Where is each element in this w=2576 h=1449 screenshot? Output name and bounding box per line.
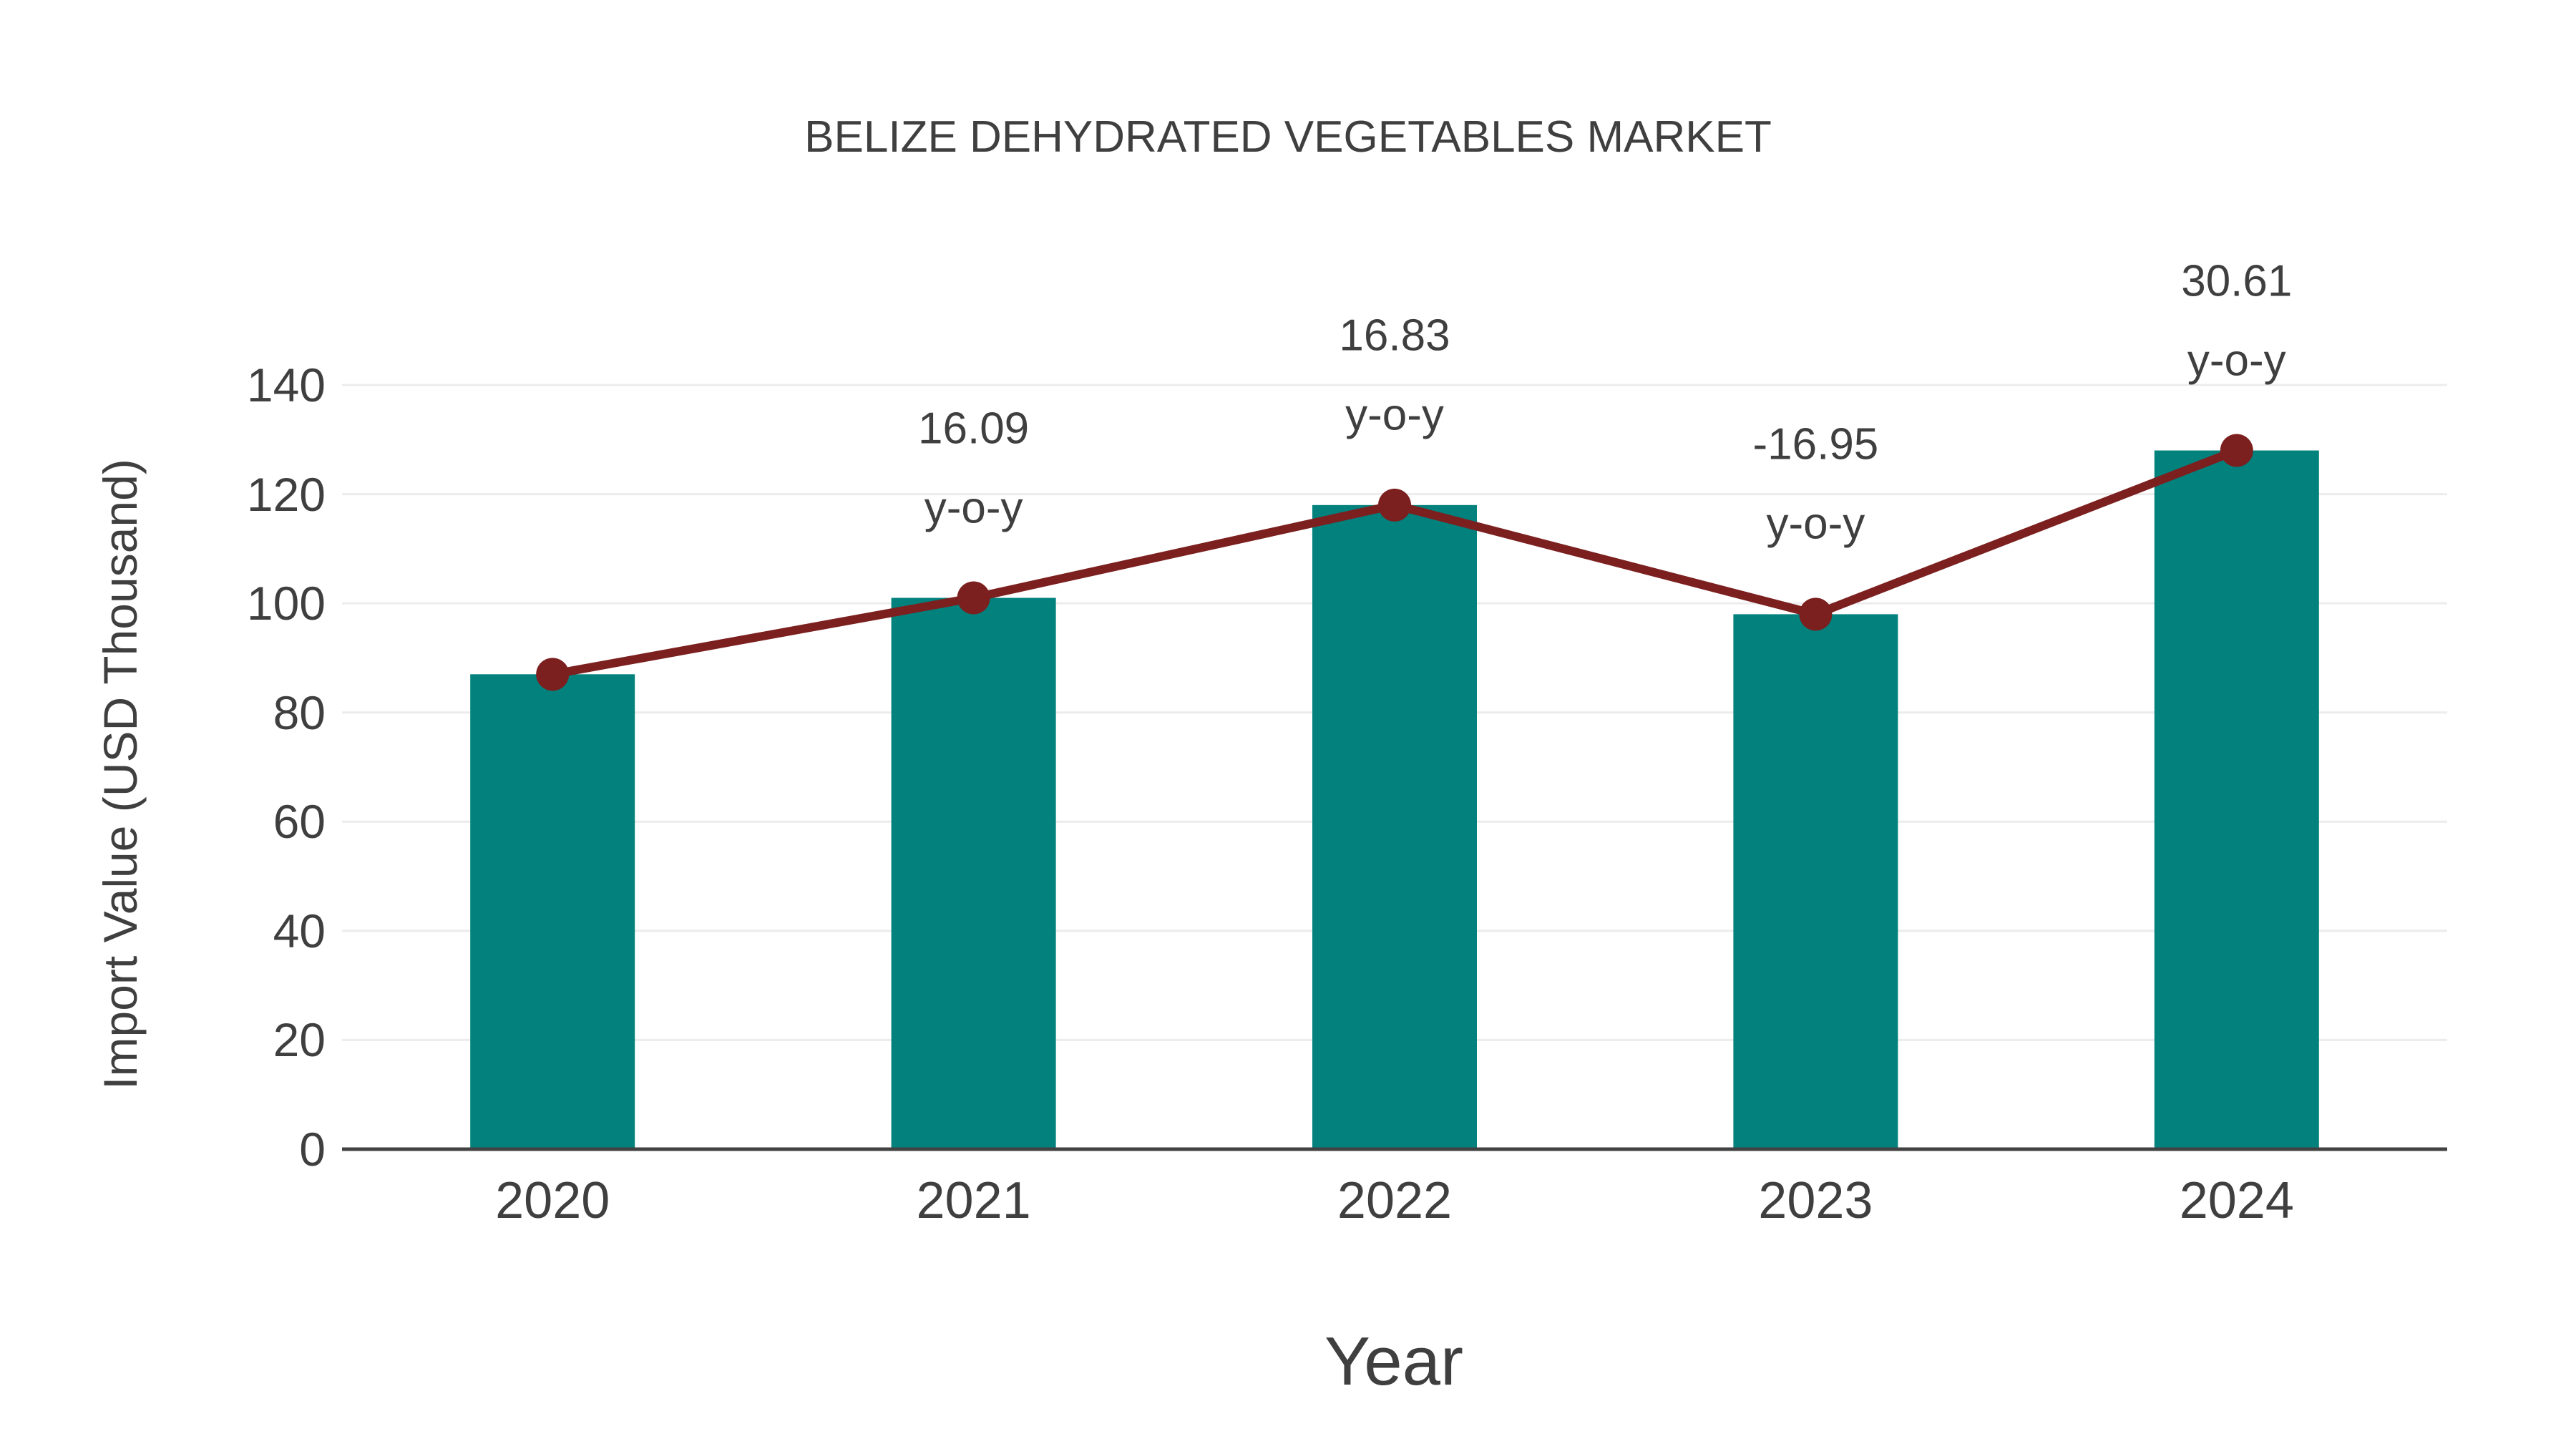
point-label-suffix-2021: y-o-y	[924, 483, 1023, 532]
y-tick-label-100: 100	[246, 577, 326, 630]
point-label-suffix-2023: y-o-y	[1766, 499, 1865, 549]
data-point-2021	[957, 581, 990, 615]
point-label-suffix-2024: y-o-y	[2187, 336, 2286, 386]
bar-2023	[1733, 614, 1898, 1149]
data-point-2024	[2220, 434, 2253, 467]
x-tick-label-2022: 2022	[1337, 1172, 1453, 1229]
x-axis-title: Year	[1324, 1323, 1463, 1400]
point-label-value-2021: 16.09	[918, 404, 1030, 453]
y-tick-label-120: 120	[246, 467, 326, 521]
bar-2022	[1312, 504, 1477, 1149]
x-tick-label-2021: 2021	[916, 1172, 1031, 1229]
x-tick-label-2024: 2024	[2179, 1172, 2294, 1229]
x-tick-label-2020: 2020	[495, 1172, 610, 1229]
chart-title: BELIZE DEHYDRATED VEGETABLES MARKET	[804, 112, 1772, 162]
bar-2024	[2154, 450, 2319, 1149]
x-tick-label-2023: 2023	[1758, 1172, 1873, 1229]
y-tick-label-140: 140	[246, 358, 326, 411]
y-tick-label-80: 80	[273, 686, 326, 739]
y-tick-label-20: 20	[273, 1013, 326, 1067]
point-label-value-2024: 30.61	[2181, 256, 2293, 306]
data-point-2023	[1799, 597, 1833, 631]
y-tick-label-60: 60	[273, 795, 326, 849]
point-label-value-2022: 16.83	[1339, 311, 1450, 361]
data-point-2020	[536, 658, 570, 691]
point-label-suffix-2022: y-o-y	[1345, 390, 1444, 440]
data-point-2022	[1378, 488, 1411, 522]
point-label-value-2023: -16.95	[1752, 419, 1879, 469]
y-tick-label-40: 40	[273, 904, 326, 957]
bar-2021	[891, 597, 1056, 1149]
bar-2020	[470, 674, 635, 1149]
y-tick-label-0: 0	[299, 1123, 326, 1176]
